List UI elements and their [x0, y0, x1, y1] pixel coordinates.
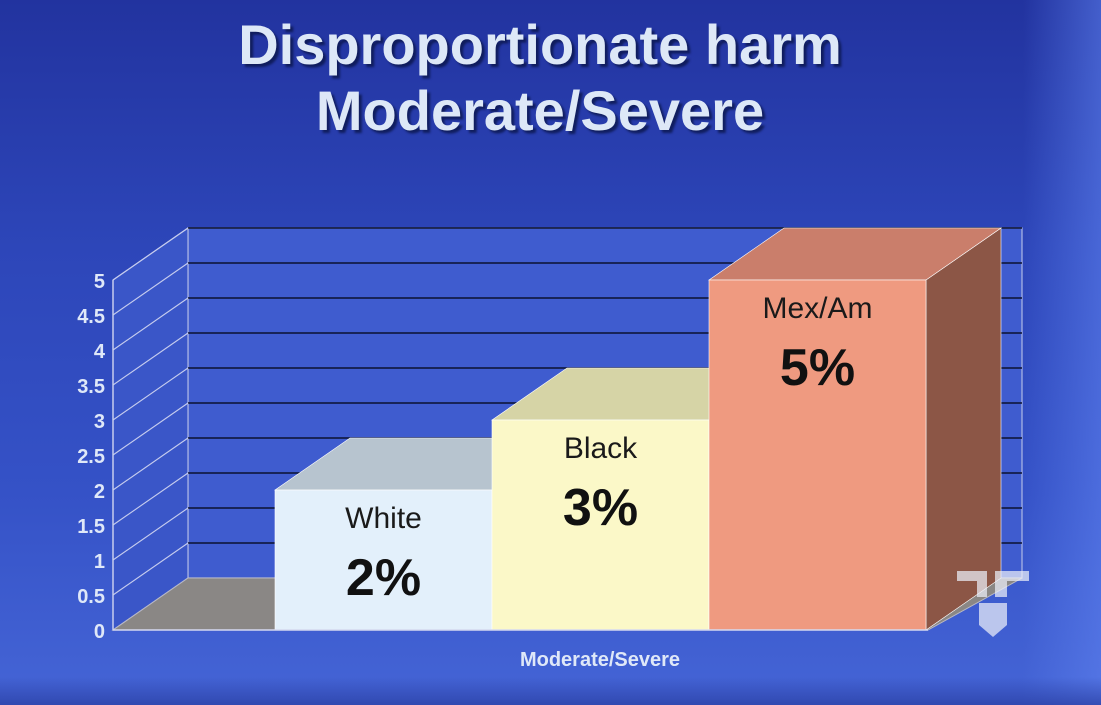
gridline-side — [112, 542, 189, 596]
gridline-side — [112, 262, 189, 316]
bar — [708, 279, 927, 631]
bar — [274, 489, 493, 631]
gridline-side — [112, 507, 189, 561]
y-tick-label: 4 — [94, 341, 106, 363]
y-tick-label: 3 — [94, 411, 105, 433]
y-tick-label: 0 — [94, 621, 105, 643]
gridline-side — [112, 227, 189, 281]
y-tick-label: 3.5 — [77, 376, 105, 398]
gridline-side — [112, 367, 189, 421]
bar-category-label: White — [345, 502, 422, 535]
x-axis-label: Moderate/Severe — [520, 649, 680, 671]
y-tick-label: 1 — [94, 551, 105, 573]
slide-title: Disproportionate harm Moderate/Severe — [0, 12, 1080, 144]
gridline-side — [112, 297, 189, 351]
gridline-side — [112, 437, 189, 491]
frame-edge-bottom — [0, 677, 1101, 705]
title-line-1: Disproportionate harm — [238, 13, 842, 76]
y-tick-label: 0.5 — [77, 586, 105, 608]
y-tick-label: 2.5 — [77, 446, 105, 468]
y-tick-label: 2 — [94, 481, 105, 503]
frame-edge — [1023, 0, 1101, 705]
gridline-side — [112, 402, 189, 456]
bar-value-label: 3% — [563, 479, 638, 537]
y-tick-label: 4.5 — [77, 306, 105, 328]
y-tick-label: 1.5 — [77, 516, 105, 538]
bar-value-label: 5% — [780, 339, 855, 397]
y-tick-label: 5 — [94, 271, 105, 293]
title-line-2: Moderate/Severe — [315, 79, 765, 142]
bar-value-label: 2% — [346, 549, 421, 607]
gridline-side — [112, 472, 189, 526]
telemundo-logo-icon — [957, 571, 1029, 637]
gridline-side — [112, 332, 189, 386]
bar-category-label: Black — [564, 432, 638, 465]
bar-category-label: Mex/Am — [762, 292, 872, 325]
bar — [491, 419, 710, 631]
